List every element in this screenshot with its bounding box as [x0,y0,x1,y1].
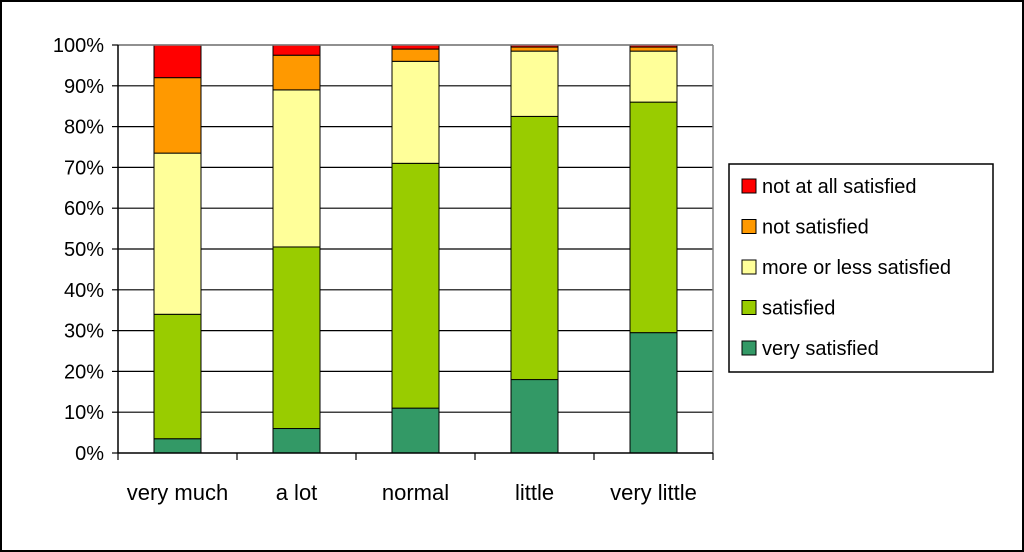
legend-label: very satisfied [762,338,879,360]
bar-segment [510,379,559,454]
legend-label: satisfied [762,298,835,320]
y-axis-ticks: 0% 10% 20% 30% 40% 50% 60% 70% 80% 90% 100% [53,35,118,465]
x-tick-label: normal [382,480,449,505]
bar-segment [272,89,321,248]
y-tick-label: 60% [64,198,104,220]
y-tick-label: 50% [64,239,104,261]
y-tick-label: 80% [64,117,104,139]
legend-swatch [741,178,757,194]
y-tick-label: 40% [64,280,104,302]
legend-label: more or less satisfied [762,257,951,279]
bar-segment [153,313,202,440]
legend-swatch [741,259,757,275]
bar-segment [510,50,559,117]
legend-label: not satisfied [762,217,869,239]
bar-segment [153,152,202,315]
x-tick-label: a lot [276,480,318,505]
bar-segment [272,54,321,91]
bar-segment [391,48,440,62]
legend-swatch [741,300,757,315]
y-tick-label: 0% [75,443,104,465]
bar-segment [272,44,321,56]
legend-swatch [741,340,757,356]
x-tick-label: very little [610,480,697,505]
y-tick-label: 10% [64,402,104,424]
bar-segment [153,77,202,154]
y-tick-label: 30% [64,321,104,343]
y-tick-label: 20% [64,361,104,383]
bar-segment [153,438,202,454]
legend-swatch [741,219,757,234]
bar-segment [272,428,321,454]
bars [153,44,678,454]
x-tick-label: very much [127,480,228,505]
legend-label: not at all satisfied [762,176,917,198]
bar-segment [629,46,678,52]
y-tick-label: 100% [53,35,104,57]
y-tick-label: 90% [64,76,104,98]
bar-segment [510,46,559,52]
bar-segment [391,407,440,454]
bar-segment [629,50,678,103]
bar-segment [629,332,678,454]
legend-box [728,163,994,373]
bar-segment [272,246,321,430]
x-axis-ticks: very much a lot normal little very little [117,453,714,505]
y-tick-label: 70% [64,157,104,179]
x-tick-label: little [515,480,554,505]
bar-segment [391,162,440,409]
bar-segment [629,101,678,334]
bar-segment [510,115,559,381]
bar-segment [153,44,202,79]
legend: not at all satisfied not satisfied more or… [728,163,994,373]
bar-segment [391,60,440,164]
